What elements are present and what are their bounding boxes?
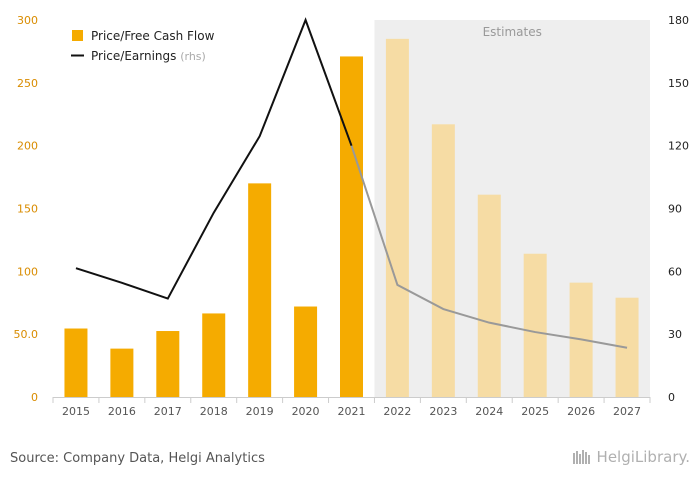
x-tick-label: 2019 [246, 405, 274, 418]
x-tick-label: 2025 [521, 405, 549, 418]
x-tick-label: 2020 [292, 405, 320, 418]
x-tick-label: 2027 [613, 405, 641, 418]
x-tick-label: 2015 [62, 405, 90, 418]
bar-2022 [385, 38, 409, 397]
logo-text: HelgiLibrary. [596, 448, 690, 466]
legend-label-pfcf: Price/Free Cash Flow [91, 29, 215, 43]
y-left-tick-label: 50.0 [14, 328, 39, 341]
y-right-tick-label: 180 [668, 14, 689, 27]
y-right-tick-label: 60 [668, 265, 682, 278]
bar-2016 [110, 348, 134, 397]
y-right-tick-label: 30 [668, 328, 682, 341]
estimates-region [374, 20, 650, 397]
x-tick-label: 2023 [429, 405, 457, 418]
bar-2023 [431, 124, 455, 397]
estimates-label: Estimates [483, 25, 542, 39]
pe-line-estimates [350, 145, 628, 349]
legend-swatch-pfcf [72, 30, 83, 41]
x-tick-label: 2026 [567, 405, 595, 418]
bar-2018 [202, 313, 226, 397]
bar-2021 [340, 56, 363, 398]
x-tick-label: 2018 [200, 405, 228, 418]
x-tick-label: 2017 [154, 405, 182, 418]
helgi-library-logo: HelgiLibrary. [572, 448, 690, 466]
x-tick-label: 2022 [383, 405, 411, 418]
library-books-icon [572, 450, 590, 464]
y-right-tick-label: 120 [668, 140, 689, 153]
y-left-tick-label: 150 [17, 203, 38, 216]
y-right-tick-label: 0 [668, 391, 675, 404]
x-tick-label: 2016 [108, 405, 136, 418]
bar-2017 [156, 331, 180, 397]
pe-line-actual [75, 17, 353, 300]
bar-2015 [64, 328, 88, 397]
y-left-tick-label: 0 [31, 391, 38, 404]
legend-rhs-suffix: (rhs) [180, 50, 206, 63]
bar-2020 [294, 306, 318, 397]
bar-2025 [523, 253, 547, 397]
bar-2019 [248, 183, 272, 397]
x-tick-label: 2024 [475, 405, 503, 418]
x-tick-label: 2021 [338, 405, 366, 418]
y-left-tick-label: 200 [17, 140, 38, 153]
y-right-tick-label: 150 [668, 77, 689, 90]
source-note: Source: Company Data, Helgi Analytics [10, 451, 265, 466]
bar-2024 [477, 194, 501, 397]
legend-label-pe: Price/Earnings (rhs) [91, 49, 206, 63]
y-left-tick-label: 300 [17, 14, 38, 27]
y-left-tick-label: 100 [17, 265, 38, 278]
y-right-tick-label: 90 [668, 203, 682, 216]
y-left-tick-label: 250 [17, 77, 38, 90]
